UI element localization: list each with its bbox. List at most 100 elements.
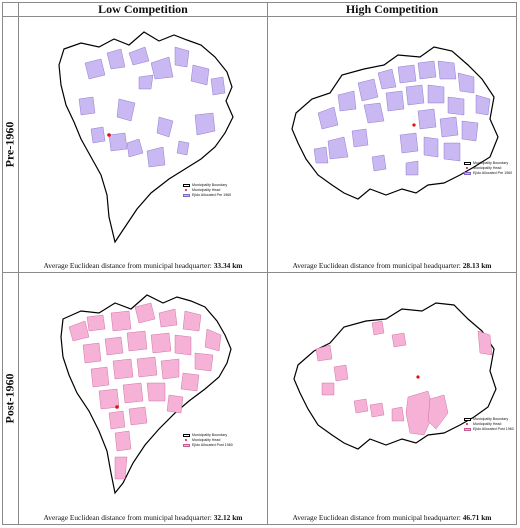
caption-text: Average Euclidean distance from municipa… [292,261,461,270]
ejido-parcel [82,342,102,364]
boundary-swatch-icon [464,162,471,165]
ejido-parcel [104,336,124,356]
ejido-parcel [447,96,465,116]
map-legend: Municipality Boundary Municipality Head … [183,433,233,448]
ejido-parcel [417,108,437,130]
map-panel-low-post: Municipality Boundary Municipality Head … [19,273,267,524]
distance-value: 46.71 km [462,513,492,522]
panel-caption: Average Euclidean distance from municipa… [19,513,267,522]
ejido-parcel [160,358,180,380]
column-header-low: Low Competition [98,2,188,16]
municipality-boundary [58,31,234,244]
ejido-parcel [150,332,172,354]
ejido-parcel [405,84,425,106]
ejido-parcel [166,394,184,414]
distance-value: 33.34 km [213,261,243,270]
legend-label: Ejido Allocated Pre 1960 [473,171,513,175]
legend-label: Municipality Boundary [473,417,509,421]
ejido-parcel [138,74,154,90]
municipality-head-marker [416,375,420,379]
ejido-parcel [108,410,126,430]
ejido-parcel [114,430,132,452]
ejido-parcel [78,96,96,116]
grid-line-rowhead [18,2,19,525]
ejido-parcel [158,308,178,328]
ejido-parcel [437,60,457,80]
ejido-parcel [150,56,174,80]
legend-item-head: Municipality Head [464,166,512,171]
map-legend: Municipality Boundary Municipality Head … [464,161,512,176]
ejido-parcel [90,366,110,388]
ejido-parcel [377,68,397,90]
ejido-parcel [399,132,419,154]
row-header-post: Post-1960 [2,273,18,524]
grid-line-middle [2,272,517,273]
ejido-parcel [315,344,333,362]
map-high-post [293,302,497,450]
map-legend: Municipality Boundary Municipality Head … [183,183,231,198]
row-header-pre: Pre-1960 [2,17,18,272]
caption-text: Average Euclidean distance from municipa… [292,513,461,522]
map-panel-high-pre: Municipality Boundary Municipality Head … [268,17,516,272]
column-header-high: High Competition [345,2,439,16]
caption-text: Average Euclidean distance from municipa… [43,261,212,270]
ejido-parcel [321,382,335,396]
legend-item-boundary: Municipality Boundary [464,161,512,166]
legend-label: Municipality Head [192,438,221,442]
ejido-parcel [134,302,156,324]
grid-line-top [2,2,517,3]
legend-label: Ejido Allocated Post 1960 [473,427,514,431]
distance-value: 32.12 km [213,513,243,522]
ejido-parcel [363,102,385,124]
boundary-swatch-icon [464,418,471,421]
ejido-parcel [194,352,214,372]
ejido-layer [68,302,222,480]
boundary-swatch-icon [183,434,190,437]
ejido-parcel [327,136,349,160]
panel-caption: Average Euclidean distance from municipa… [19,261,267,270]
ejido-parcel [391,332,407,348]
ejido-layer [78,46,226,168]
ejido-parcel [86,314,106,332]
ejido-parcel [369,402,385,418]
municipality-head-marker [115,405,119,409]
legend-label: Municipality Head [192,188,221,192]
legend-item-ejido: Ejido Allocated Post 1960 [464,427,514,432]
municipality-head-marker [107,133,111,137]
ejido-layer [313,60,491,176]
head-marker-icon [183,189,190,192]
ejido-parcel [475,94,491,116]
ejido-parcel [98,388,120,410]
ejido-parcel [194,112,216,136]
grid-line-right [516,2,517,525]
ejido-parcel [108,132,128,152]
map-low-post [60,294,232,495]
legend-item-ejido: Ejido Allocated Post 1960 [183,443,233,448]
distance-value: 28.13 km [462,261,492,270]
ejido-parcel [457,72,475,94]
ejido-parcel [136,356,158,378]
ejido-parcel [116,98,136,122]
ejido-parcel [182,310,202,332]
legend-item-ejido: Ejido Allocated Pre 1960 [183,193,231,198]
ejido-parcel [146,146,166,168]
legend-item-head: Municipality Head [183,438,233,443]
ejido-parcel [385,90,405,112]
grid-line-center [267,2,268,525]
ejido-parcel [417,60,437,80]
ejido-parcel [90,126,106,144]
ejido-parcel [353,398,369,414]
legend-label: Municipality Boundary [192,433,228,437]
legend-label: Ejido Allocated Post 1960 [192,443,233,447]
map-high-pre [291,46,499,200]
ejido-parcel [439,116,459,138]
ejido-parcel [176,140,190,156]
ejido-parcel [204,328,222,352]
ejido-parcel [427,84,445,104]
row-header-pre-label: Pre-1960 [2,121,17,168]
ejido-parcel [333,364,349,382]
ejido-parcel [357,78,379,102]
panel-caption: Average Euclidean distance from municipa… [268,261,516,270]
legend-label: Ejido Allocated Pre 1960 [192,193,232,197]
